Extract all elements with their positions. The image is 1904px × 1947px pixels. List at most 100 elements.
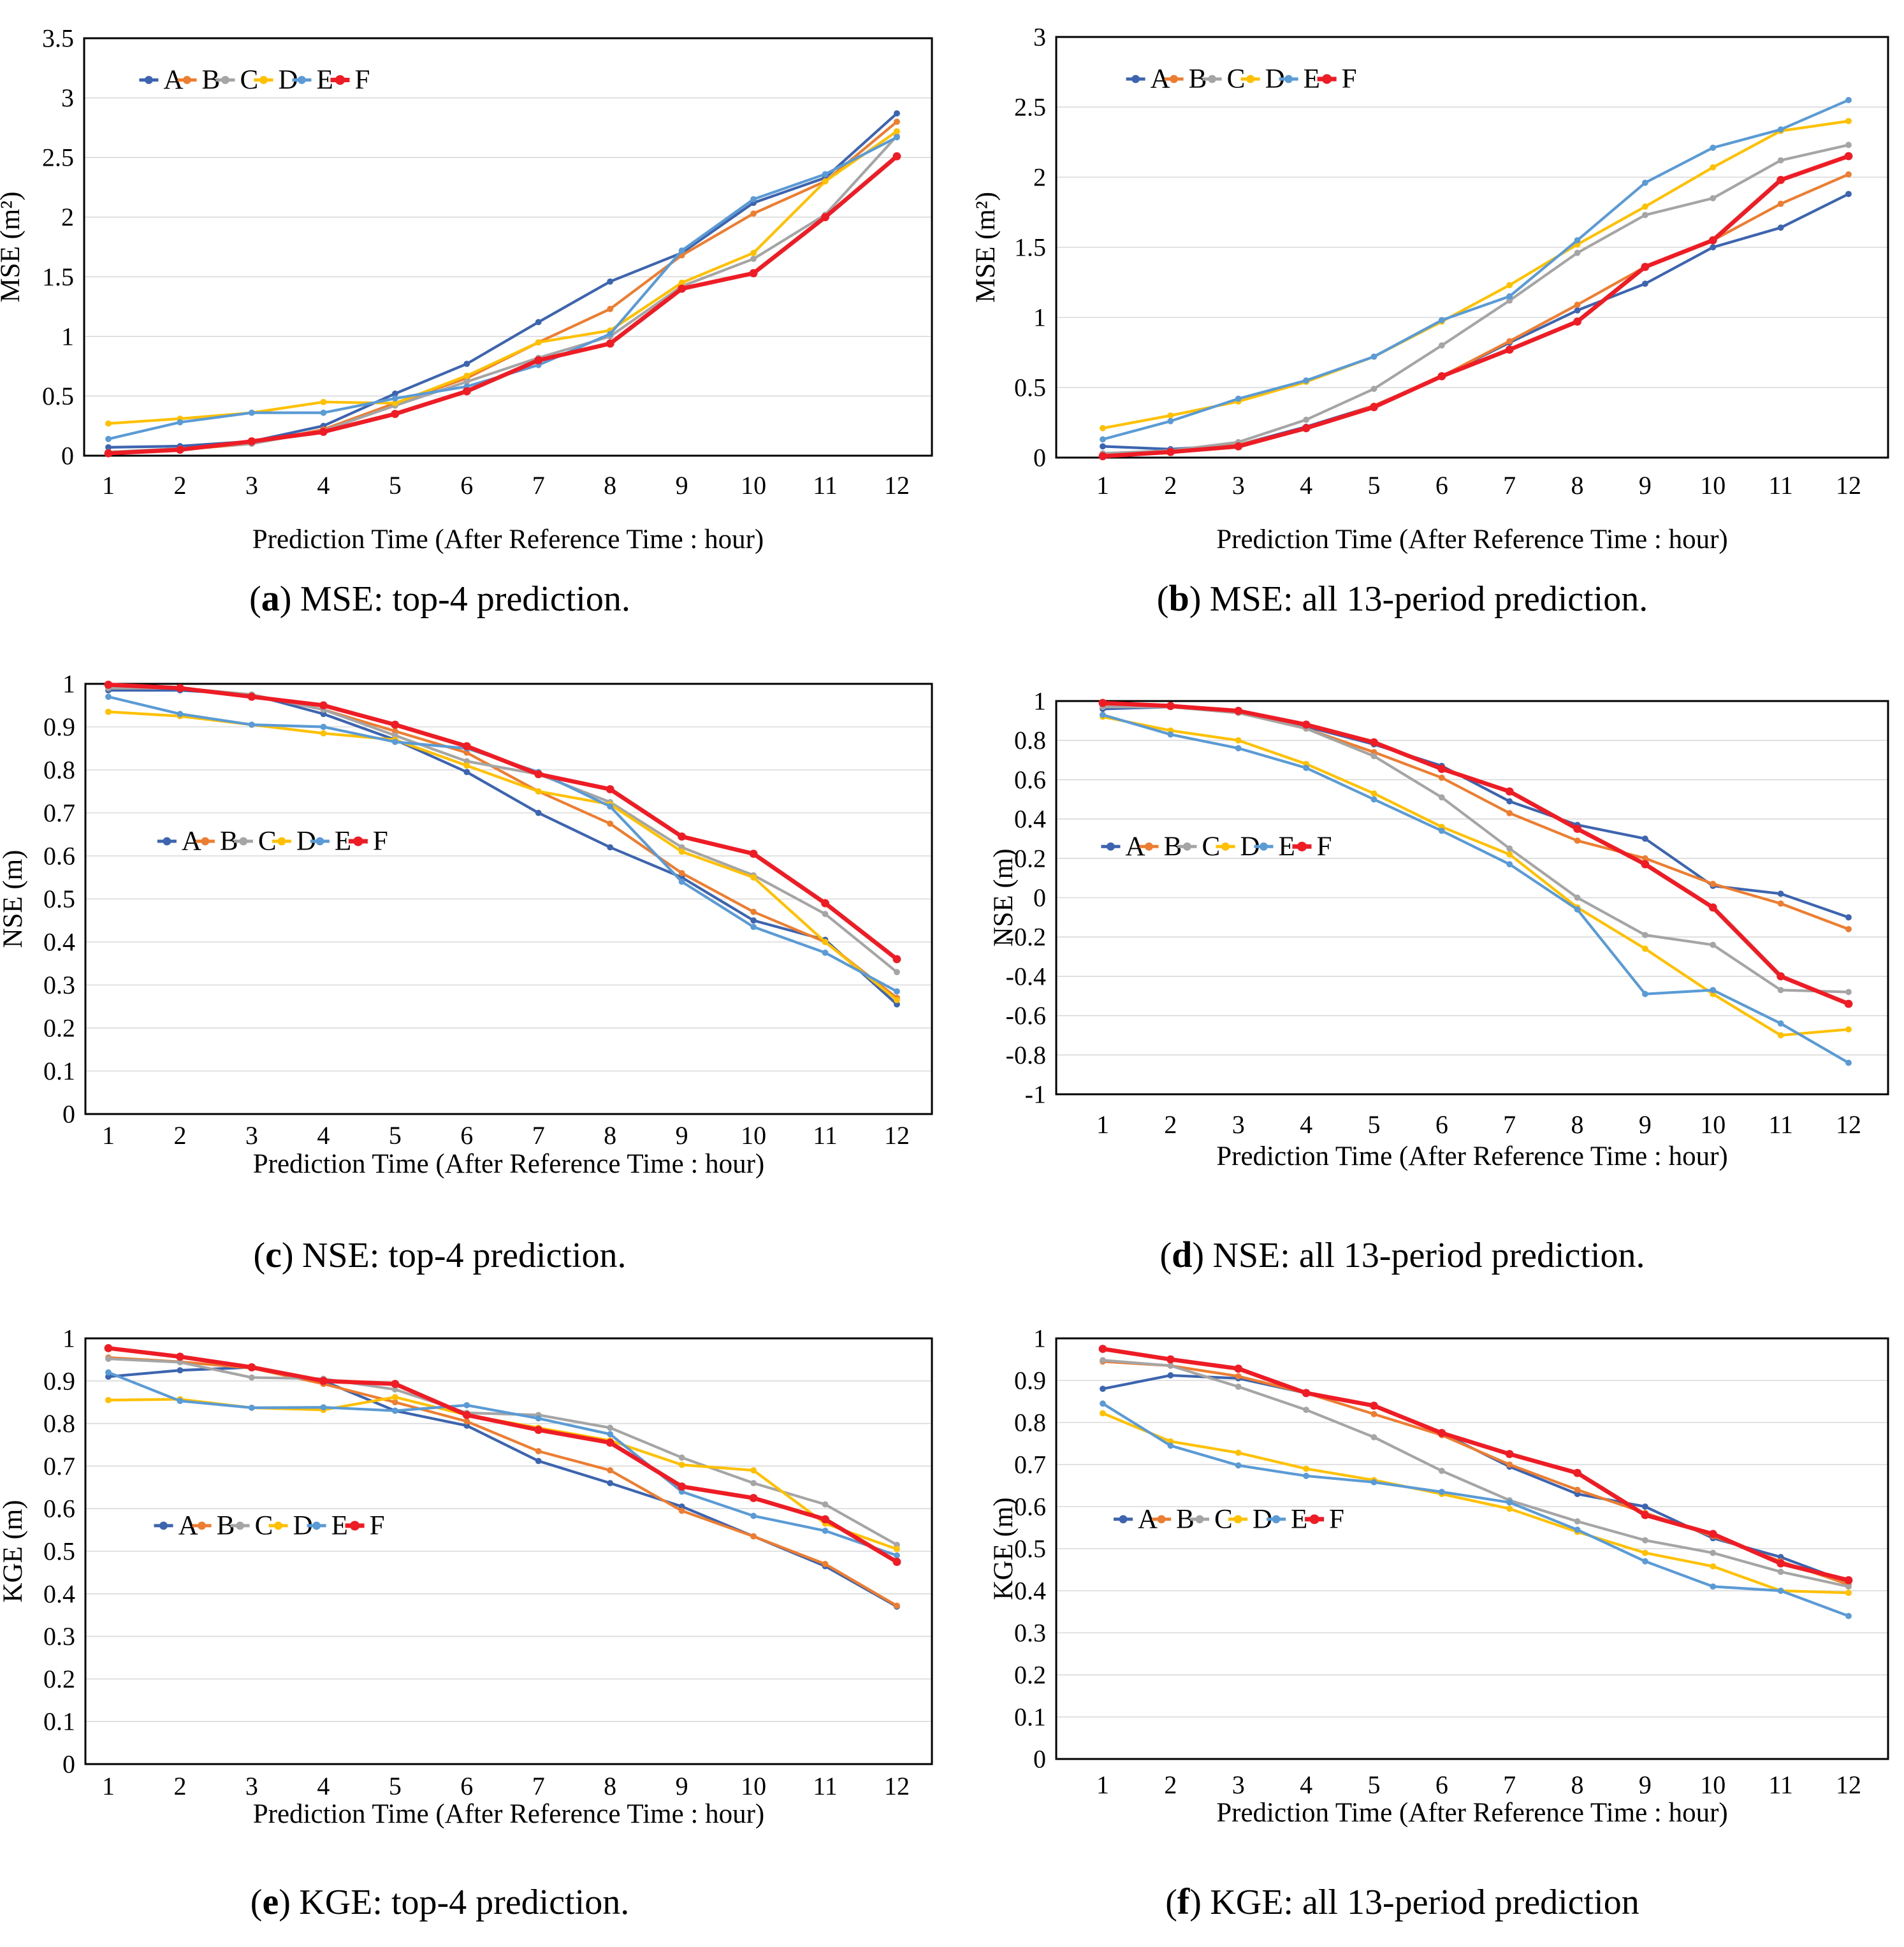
y-tick-label: 0.4 — [1014, 1577, 1046, 1605]
data-point-E-11 — [822, 171, 829, 178]
data-point-A-12 — [894, 1001, 900, 1008]
data-point-C-10 — [1710, 1549, 1717, 1556]
data-point-D-5 — [1370, 790, 1377, 797]
legend-label: F — [370, 1510, 385, 1540]
data-point-B-12 — [894, 1602, 900, 1609]
legend-marker-icon — [198, 1521, 206, 1530]
data-point-F-3 — [1234, 707, 1243, 715]
data-point-E-12 — [1845, 1612, 1852, 1619]
gridlines — [84, 97, 932, 397]
y-tick-labels: 1 0.8 0.6 0.4 0.2 0 -0.2 -0.4 -0.6 -0.8 -1 — [1006, 687, 1046, 1109]
data-point-F-3 — [247, 1363, 256, 1372]
y-tick-labels: 1 0.9 0.8 0.7 0.6 0.5 0.4 0.3 0.2 0.1 0 — [43, 1324, 75, 1779]
data-point-F-5 — [1370, 403, 1378, 412]
data-point-F-3 — [247, 437, 256, 445]
data-point-C-7 — [1506, 845, 1513, 852]
data-point-C-9 — [678, 1454, 685, 1461]
data-point-F-7 — [1505, 345, 1514, 354]
data-point-A-12 — [1845, 191, 1852, 198]
y-tick-label: 0.6 — [1014, 1493, 1046, 1521]
x-tick-label: 5 — [389, 1121, 402, 1150]
x-tick-label: 2 — [1164, 1770, 1177, 1799]
y-tick-label: 0.7 — [1014, 1451, 1046, 1479]
series-F-markers — [1098, 698, 1853, 1008]
series-F-markers — [1098, 152, 1853, 461]
data-point-B-5 — [391, 728, 398, 735]
x-tick-label: 12 — [1836, 1770, 1861, 1799]
data-point-C-6 — [1438, 1468, 1445, 1474]
data-point-D-1 — [105, 420, 112, 427]
x-tick-label: 9 — [1639, 1770, 1652, 1799]
data-point-E-3 — [249, 1404, 255, 1411]
data-point-C-11 — [822, 1501, 829, 1508]
x-tick-label: 10 — [1700, 1770, 1726, 1799]
x-tick-label: 9 — [676, 1772, 688, 1800]
data-point-B-6 — [1438, 774, 1445, 781]
series-B-line — [106, 1356, 899, 1607]
legend-marker-icon — [236, 1521, 244, 1530]
series-E-markers — [1100, 97, 1852, 443]
legend-label: E — [331, 1510, 348, 1540]
series-A-line — [1101, 706, 1850, 919]
series-C-markers — [1100, 141, 1852, 457]
x-tick-labels: 1 2 3 4 5 6 7 8 9 10 11 12 — [1096, 471, 1861, 500]
data-point-E-12 — [894, 134, 900, 141]
legend-marker-icon — [1221, 842, 1230, 851]
caption-text: KGE: top-4 prediction. — [299, 1883, 630, 1922]
x-tick-label: 8 — [1571, 1110, 1584, 1139]
data-point-F-3 — [1234, 1364, 1243, 1373]
caption-b: (b) MSE: all 13-period prediction. — [969, 577, 1836, 619]
y-tick-label: 0.8 — [1014, 1408, 1046, 1437]
data-point-C-2 — [1167, 1363, 1174, 1369]
x-tick-label: 6 — [460, 1121, 473, 1150]
data-point-D-4 — [1303, 1465, 1309, 1472]
data-point-C-12 — [1845, 988, 1852, 995]
legend-item-A: A — [1126, 64, 1170, 94]
legend-marker-icon — [221, 76, 229, 84]
y-tick-label: 0 — [1033, 444, 1046, 472]
data-point-E-7 — [1506, 861, 1513, 867]
x-tick-label: 10 — [1700, 471, 1726, 500]
data-point-E-6 — [1438, 1489, 1445, 1495]
data-point-B-8 — [607, 820, 614, 827]
data-point-F-4 — [1302, 424, 1311, 433]
data-point-F-5 — [1370, 738, 1378, 747]
caption-paren: ( — [253, 1236, 266, 1275]
legend-item-D: D — [268, 1510, 313, 1540]
data-point-A-10 — [1710, 244, 1717, 250]
data-point-C-4 — [1303, 416, 1309, 423]
data-point-C-9 — [1642, 212, 1648, 219]
data-point-C-12 — [894, 969, 900, 976]
y-tick-label: -1 — [1025, 1080, 1046, 1109]
data-point-F-12 — [1844, 1576, 1853, 1584]
data-point-A-6 — [463, 361, 470, 367]
panel-f: 10.90.80.70.60.50.40.30.20.101 2 3 4 5 6 7 8 9 10… — [989, 1324, 1889, 1828]
legend-item-A: A — [139, 65, 184, 95]
data-point-F-6 — [462, 742, 471, 751]
legend-item-D: D — [1228, 1504, 1272, 1534]
data-point-E-2 — [1167, 731, 1174, 738]
x-tick-label: 5 — [1367, 1110, 1380, 1139]
data-point-B-10 — [1710, 881, 1717, 887]
caption-d: (d) NSE: all 13-period prediction. — [969, 1233, 1836, 1276]
y-axis-title: NSE (m) — [989, 848, 1019, 946]
data-point-D-10 — [750, 249, 757, 256]
legend-label: F — [1329, 1504, 1344, 1534]
x-tick-label: 11 — [813, 1121, 838, 1150]
data-point-E-1 — [105, 1369, 112, 1376]
data-point-E-11 — [822, 1528, 829, 1534]
series-E-line — [106, 1371, 899, 1557]
legend-item-A: A — [157, 827, 201, 857]
data-point-D-11 — [822, 178, 829, 185]
x-tick-label: 11 — [1768, 1110, 1793, 1139]
data-point-C-10 — [750, 1480, 757, 1487]
data-point-B-10 — [750, 1533, 757, 1540]
legend-marker-icon — [259, 76, 268, 84]
data-point-B-7 — [1506, 338, 1513, 345]
data-point-D-9 — [1642, 203, 1648, 210]
data-point-C-11 — [1777, 157, 1784, 164]
data-point-E-2 — [177, 1398, 184, 1405]
data-point-F-4 — [319, 701, 328, 710]
